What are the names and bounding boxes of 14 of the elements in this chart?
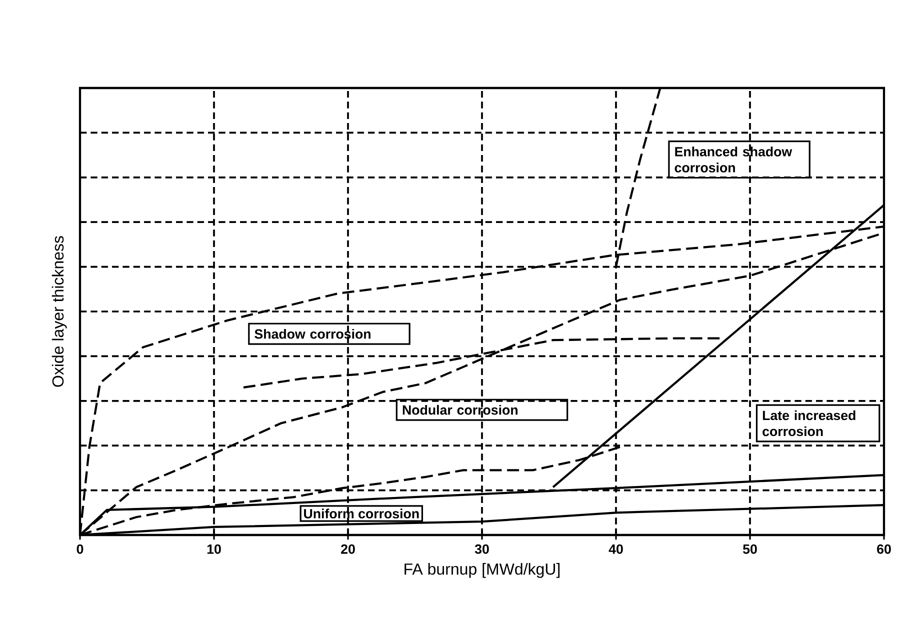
y-axis-title: Oxide layer thickness [52,236,67,387]
annotation: Late increased corrosion [762,410,856,436]
x-tick-label: 40 [608,544,623,554]
x-axis-title: FA burnup [MWd/kgU] [404,563,560,578]
x-tick-label: 50 [743,544,757,554]
annotation: Uniform corrosion [304,508,419,518]
x-tick-label: 10 [207,544,221,554]
x-tick-label: 0 [76,544,84,554]
x-tick-label: 60 [877,544,891,554]
annotation: Enhanced shadow corrosion [674,146,792,172]
annotation: Nodular corrosion [402,404,518,415]
x-tick-label: 20 [341,544,355,554]
x-tick-label: 30 [474,544,489,554]
annotation: Shadow corrosion [254,328,370,339]
